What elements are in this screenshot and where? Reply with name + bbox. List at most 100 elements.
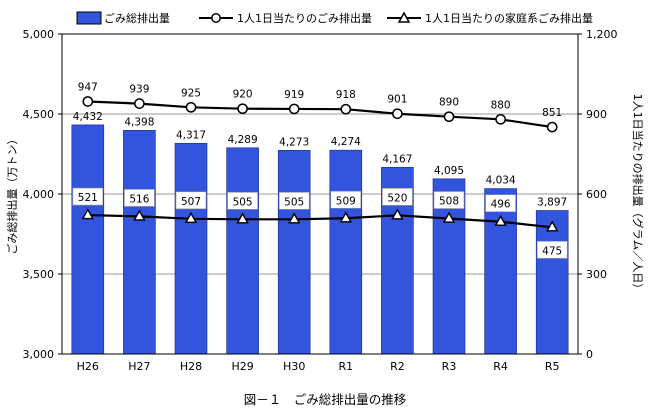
line-value-label: 521	[78, 192, 98, 204]
triangle-marker	[288, 212, 301, 224]
bar-value-label: 4,095	[434, 165, 464, 177]
right-tick-label: 0	[586, 348, 593, 361]
left-axis-title: ごみ総排出量（万トン）	[5, 134, 19, 255]
line-value-box	[536, 241, 568, 259]
triangle-marker	[546, 220, 559, 232]
right-tick-label: 1,200	[586, 28, 618, 41]
circle-marker	[288, 103, 300, 115]
line-value-label: 939	[129, 84, 149, 96]
bar-value-label: 4,289	[228, 134, 258, 146]
bar	[174, 142, 208, 355]
triangle-marker	[494, 214, 507, 226]
bar	[535, 210, 569, 355]
line-value-box	[175, 191, 207, 210]
bar-value-label: 4,034	[486, 175, 516, 187]
bar-value-label: 3,897	[537, 196, 567, 208]
line-value-label: 880	[491, 99, 511, 111]
line-value-box	[433, 191, 465, 209]
legend-triangle-marker	[397, 11, 411, 23]
chart-caption: 図－１ ごみ総排出量の推移	[244, 392, 407, 407]
line-value-label: 918	[336, 89, 356, 101]
plot-area: 3,000 3,500 4,000 4,500 5,000 0 300 600 900 1,200…	[5, 28, 645, 373]
bar-value-label: 4,274	[331, 136, 361, 148]
legend-swatch-bars	[76, 11, 102, 25]
triangle-marker	[339, 211, 352, 223]
line-value-label: 520	[387, 192, 407, 204]
series-line	[87, 100, 553, 129]
triangle-marker	[133, 209, 146, 221]
bar	[329, 149, 363, 355]
line-value-box	[278, 192, 310, 210]
line-value-label: 516	[129, 193, 149, 205]
triangle-marker	[391, 208, 404, 220]
line-value-label: 505	[284, 196, 304, 208]
x-tick-label: H28	[180, 360, 202, 373]
line-value-label: 920	[233, 89, 253, 101]
line-value-box	[485, 194, 516, 213]
circle-marker	[546, 121, 558, 133]
line-value-label: 851	[542, 107, 562, 119]
bar-value-label: 4,273	[279, 136, 309, 148]
x-tick-label: R3	[442, 360, 457, 373]
x-tick-label: H26	[77, 360, 99, 373]
bar-value-label: 4,317	[176, 129, 206, 141]
legend: ごみ総排出量 1人1日当たりのごみ排出量 1人1日当たりの家庭系ごみ排出量	[76, 11, 593, 25]
line-value-label: 890	[439, 97, 459, 109]
line-value-box	[72, 187, 104, 206]
line-value-label: 925	[181, 87, 201, 99]
circle-marker	[340, 103, 352, 115]
bar	[123, 130, 156, 355]
circle-marker	[134, 98, 145, 109]
bar	[484, 188, 517, 355]
bar	[277, 150, 311, 355]
bar-value-label: 4,398	[124, 116, 154, 128]
line-value-box	[227, 192, 258, 210]
x-tick-label: H30	[283, 360, 305, 373]
series-line	[87, 213, 553, 229]
plot-border	[61, 33, 579, 355]
bar-value-label: 4,167	[382, 153, 412, 165]
line-value-label: 509	[336, 195, 356, 207]
left-tick-label: 5,000	[23, 28, 55, 41]
legend-label-bars: ごみ総排出量	[104, 11, 170, 25]
circle-marker	[392, 108, 403, 120]
x-tick-label: R1	[338, 360, 353, 373]
line-value-label: 507	[181, 196, 201, 208]
line-value-label: 475	[542, 245, 562, 257]
circle-marker	[82, 96, 94, 107]
right-axis-title: 1人1日当たりの排出量（グラム／人日）	[631, 94, 645, 295]
line-value-box	[124, 189, 155, 207]
legend-label-line-circle: 1人1日当たりのごみ排出量	[237, 11, 372, 25]
right-tick-label: 900	[586, 108, 607, 121]
x-tick-label: R2	[390, 360, 405, 373]
left-tick-label: 4,500	[23, 108, 55, 121]
line-value-label: 508	[439, 196, 459, 208]
left-tick-label: 3,500	[23, 268, 55, 281]
triangle-marker	[81, 208, 94, 220]
bar	[71, 124, 105, 355]
legend-label-line-triangle: 1人1日当たりの家庭系ごみ排出量	[425, 11, 593, 25]
x-tick-label: H27	[128, 360, 150, 373]
line-value-box	[330, 190, 362, 209]
x-tick-label: R4	[493, 360, 508, 373]
line-value-label: 947	[78, 81, 98, 93]
line-value-label: 919	[284, 89, 304, 101]
x-tick-label: H29	[231, 360, 253, 373]
circle-marker	[443, 111, 455, 123]
line-value-label: 505	[233, 196, 253, 208]
triangle-marker	[184, 211, 198, 224]
right-tick-label: 300	[586, 268, 607, 281]
line-value-label: 496	[491, 199, 511, 211]
triangle-marker	[236, 212, 249, 224]
right-tick-label: 600	[586, 188, 607, 201]
triangle-marker	[442, 211, 456, 223]
x-tick-label: R5	[545, 360, 560, 373]
left-tick-label: 3,000	[23, 348, 55, 361]
bar-value-label: 4,432	[73, 111, 103, 123]
line-value-box	[382, 188, 413, 206]
left-tick-label: 4,000	[23, 188, 55, 201]
line-value-label: 901	[387, 94, 407, 106]
circle-marker	[185, 101, 197, 113]
bar	[226, 147, 259, 355]
